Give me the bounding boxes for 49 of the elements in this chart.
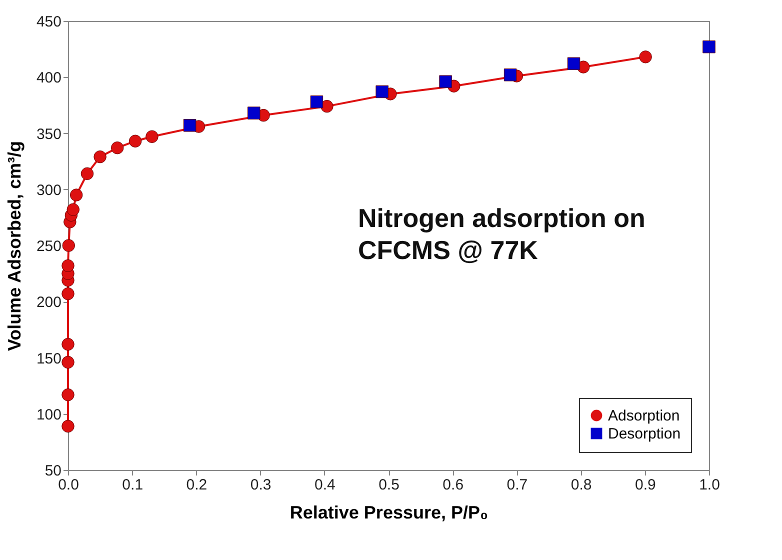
y-tick-label: 100 [36,406,62,424]
y-tick-label: 200 [36,294,62,312]
point [183,119,196,132]
x-tick-label: 0.4 [314,476,336,494]
point [128,134,142,148]
point [62,388,74,402]
point [320,100,334,113]
x-tick-label: 0.3 [250,476,272,494]
x-tick-label: 0.2 [186,476,208,494]
point [567,57,580,70]
y-tick-label: 50 [44,462,62,480]
x-tick-label: 0.5 [378,476,400,494]
point [62,259,74,272]
x-tick-label: 0.7 [506,476,528,494]
point [504,68,517,82]
point [310,95,324,108]
point [376,85,388,98]
point [94,150,106,164]
x-axis-title: Relative Pressure, P/P₀ [290,502,488,522]
point [439,75,452,88]
point [639,50,652,64]
point [702,40,716,54]
point [110,141,124,154]
y-tick-label: 350 [36,126,62,143]
x-tick-label: 0.8 [570,476,592,494]
x-tick-label: 0.0 [58,476,79,494]
point [70,188,83,202]
point [62,239,76,252]
point [146,130,158,143]
x-tick-label: 0.1 [122,476,144,494]
y-tick-label: 400 [36,70,62,87]
point [62,420,74,433]
point [66,203,80,216]
y-tick-label: 250 [36,238,62,255]
point [62,338,74,351]
point [80,167,94,180]
point [248,106,260,120]
point [62,356,74,369]
point [62,287,74,300]
y-tick-label: 450 [36,14,62,30]
y-tick-label: 150 [36,350,62,368]
y-axis-title: Volume Adsorbed, cm³/g [4,140,24,352]
x-tick-label: 1.0 [699,476,720,494]
annotation: Nitrogen adsorption on CFCMS @ 77K [358,203,646,265]
x-tick-label: 0.9 [634,476,656,494]
x-tick-label: 0.6 [442,476,464,494]
y-tick-label: 300 [36,182,62,199]
legend-label: Desorption [608,426,681,442]
legend-label: Adsorption [608,408,680,424]
